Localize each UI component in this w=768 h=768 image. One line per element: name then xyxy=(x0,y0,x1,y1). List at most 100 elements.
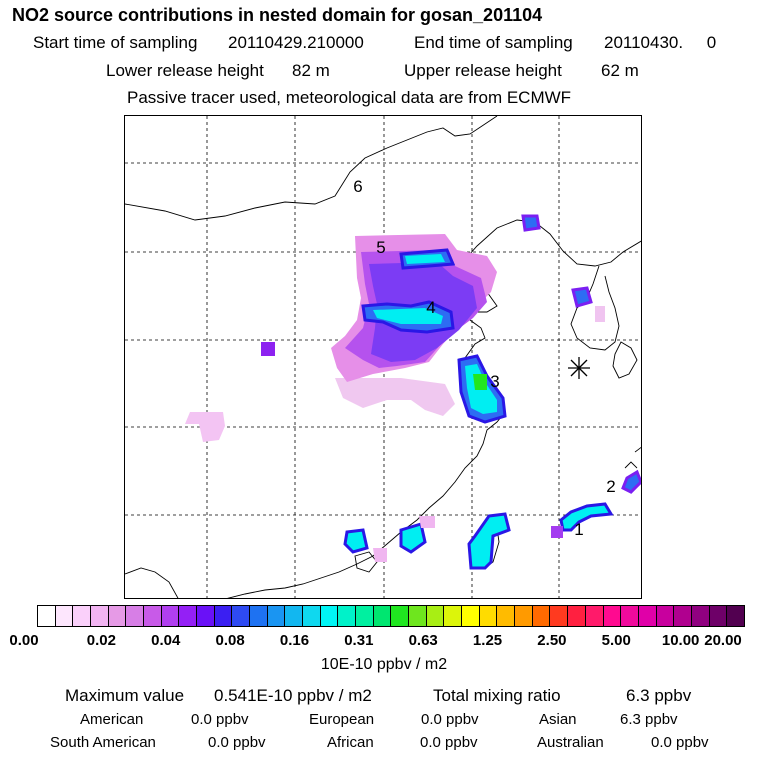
star-receptor-icon xyxy=(568,357,590,379)
colorbar-tick-label: 20.00 xyxy=(704,632,742,649)
colorbar-swatch xyxy=(179,606,198,626)
coastline-manchuria xyxy=(460,219,641,267)
lower-height-label: Lower release height xyxy=(106,61,264,80)
plume-korea-faint xyxy=(595,306,605,322)
colorbar-tick-label: 0.00 xyxy=(9,632,39,649)
colorbar-swatch xyxy=(73,606,92,626)
lower-height-value: 82 m xyxy=(292,61,330,80)
colorbar-swatch xyxy=(444,606,463,626)
american-label: American xyxy=(80,711,144,728)
colorbar-swatch xyxy=(55,606,74,626)
colorbar-tick-label: 0.16 xyxy=(279,632,310,649)
colorbar-swatch xyxy=(356,606,374,626)
model-note: Passive tracer used, meteorological data… xyxy=(127,88,572,107)
plot-title: NO2 source contributions in nested domai… xyxy=(12,5,543,25)
map-label-5: 5 xyxy=(376,238,386,257)
total-mixing-value: 6.3 ppbv xyxy=(626,686,692,705)
colorbar-tick-label: 0.08 xyxy=(215,632,245,649)
plume-dot-west xyxy=(261,342,275,356)
colorbar-swatch xyxy=(320,606,339,626)
map-label-3: 3 xyxy=(490,372,500,391)
max-value-label: Maximum value xyxy=(65,686,185,705)
colorbar-tick-label: 0.04 xyxy=(151,632,181,649)
lat-lon-grid xyxy=(125,116,641,598)
colorbar-swatch xyxy=(144,606,162,626)
colorbar-swatch xyxy=(250,606,268,626)
plume-south-faint xyxy=(373,516,435,562)
colorbar-swatch xyxy=(515,606,533,626)
concentration-field xyxy=(185,214,641,570)
european-value: 0.0 ppbv xyxy=(421,711,479,728)
upper-height-label: Upper release height xyxy=(404,61,562,80)
colorbar-swatch xyxy=(409,606,427,626)
plume-green-hotspot xyxy=(473,374,487,390)
colorbar-swatch xyxy=(727,606,744,626)
map-label-2: 2 xyxy=(606,477,616,496)
australian-value: 0.0 ppbv xyxy=(651,734,709,751)
plume-south-2 xyxy=(399,522,427,554)
colorbar-swatch xyxy=(479,606,498,626)
colorbar-swatch xyxy=(585,606,604,626)
colorbar-swatch xyxy=(126,606,145,626)
plume-cyan-mid xyxy=(373,308,443,324)
plume-cyan-north xyxy=(405,254,445,264)
south-american-label: South American xyxy=(50,734,156,751)
colorbar-units: 10E-10 ppbv / m2 xyxy=(320,656,448,673)
plume-korea xyxy=(571,286,593,308)
colorbar-swatch xyxy=(462,606,480,626)
colorbar-swatch xyxy=(91,606,109,626)
colorbar-tick-label: 5.00 xyxy=(601,632,631,649)
colorbar-swatch xyxy=(426,606,445,626)
total-mixing-label: Total mixing ratio xyxy=(433,686,561,705)
colorbar-swatch xyxy=(267,606,286,626)
plume-pacific-1 xyxy=(559,502,614,532)
colorbar-swatch xyxy=(691,606,710,626)
colorbar-tick-label: 10.00 xyxy=(661,632,700,649)
colorbar-swatch xyxy=(621,606,639,626)
coastline-indochina xyxy=(125,567,179,598)
colorbar-swatch xyxy=(285,606,304,626)
plume-faint-west xyxy=(185,412,225,442)
colorbar-swatch xyxy=(161,606,180,626)
plume-pacific-purple xyxy=(551,526,563,538)
colorbar-swatch xyxy=(532,606,551,626)
african-label: African xyxy=(327,734,374,751)
asian-label: Asian xyxy=(539,711,577,728)
plume-south-1 xyxy=(343,528,369,554)
south-american-value: 0.0 ppbv xyxy=(208,734,266,751)
asian-value: 6.3 ppbv xyxy=(620,711,678,728)
coastline-east xyxy=(227,381,506,598)
colorbar-swatch xyxy=(674,606,692,626)
colorbar-swatch xyxy=(338,606,357,626)
map-label-1: 1 xyxy=(574,520,584,539)
map-label-4: 4 xyxy=(426,298,436,317)
colorbar-swatch xyxy=(638,606,657,626)
american-value: 0.0 ppbv xyxy=(191,711,249,728)
plume-taiwan xyxy=(467,512,511,570)
colorbar-swatch xyxy=(391,606,410,626)
end-time-label: End time of sampling xyxy=(414,33,573,52)
start-time-value: 20110429.210000 xyxy=(228,33,364,52)
plume-faint-central xyxy=(335,378,455,416)
map-canvas xyxy=(125,116,641,598)
colorbar-swatch xyxy=(38,606,56,626)
colorbar-swatch xyxy=(550,606,569,626)
coastline-kyushu xyxy=(612,341,638,379)
map-label-6: 6 xyxy=(353,177,363,196)
coastline-hainan xyxy=(354,551,378,573)
colorbar-swatch xyxy=(197,606,215,626)
colorbar-swatch xyxy=(373,606,392,626)
colorbar-tick-label: 0.63 xyxy=(408,632,438,649)
coastline-china xyxy=(125,116,498,221)
colorbar-tick-label: 2.50 xyxy=(537,632,567,649)
upper-height-value: 62 m xyxy=(601,61,639,80)
colorbar-swatch xyxy=(656,606,675,626)
colorbar xyxy=(37,605,745,627)
colorbar-tick-label: 0.02 xyxy=(86,632,116,649)
colorbar-swatch xyxy=(568,606,586,626)
plume-dot-north xyxy=(521,214,541,232)
start-time-label: Start time of sampling xyxy=(33,33,198,52)
colorbar-swatch xyxy=(303,606,321,626)
colorbar-tick-label: 1.25 xyxy=(472,632,503,649)
colorbar-swatch xyxy=(603,606,622,626)
